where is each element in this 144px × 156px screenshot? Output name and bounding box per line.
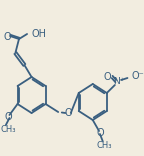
Text: O: O	[64, 108, 72, 118]
Text: CH₃: CH₃	[1, 125, 16, 134]
Text: O: O	[96, 128, 104, 138]
Text: O: O	[104, 72, 111, 82]
Text: O: O	[3, 32, 11, 42]
Text: OH: OH	[32, 29, 47, 39]
Text: CH₃: CH₃	[97, 141, 112, 151]
Text: O: O	[5, 112, 12, 122]
Text: N⁺: N⁺	[113, 76, 124, 85]
Text: O⁻: O⁻	[131, 71, 144, 81]
